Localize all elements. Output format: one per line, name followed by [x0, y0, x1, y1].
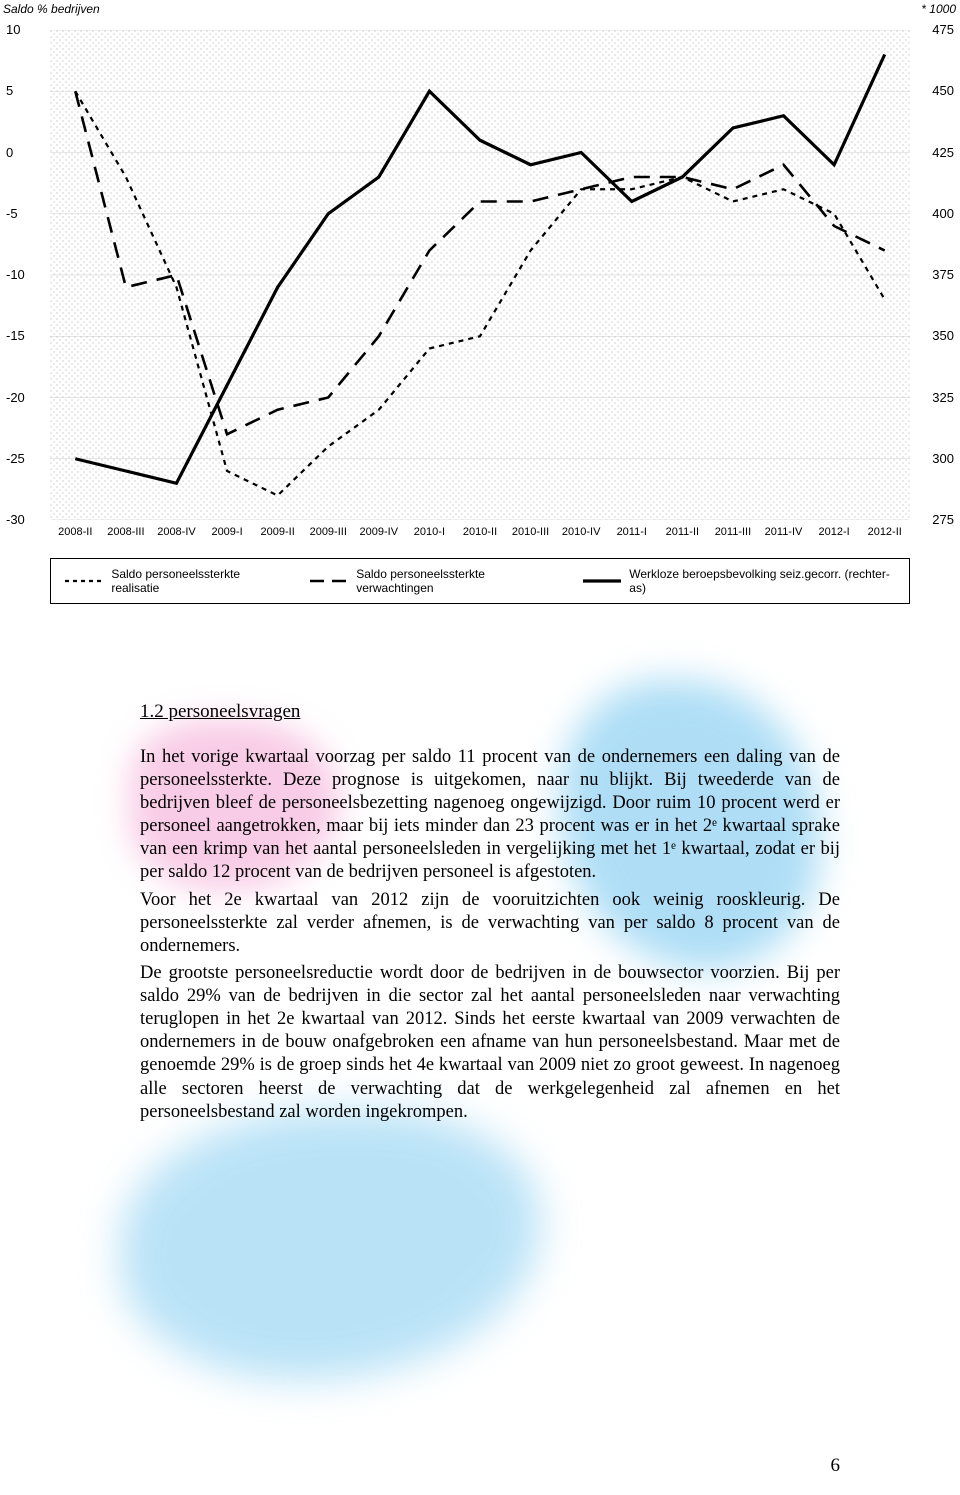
- page-number: 6: [831, 1455, 841, 1477]
- y-left-tick: -25: [6, 451, 46, 466]
- paragraph: In het vorige kwartaal voorzag per saldo…: [140, 746, 840, 885]
- y-left-tick: 10: [6, 22, 46, 37]
- x-tick: 2008-III: [107, 526, 144, 538]
- chart-legend: Saldo personeelssterkte realisatie Saldo…: [50, 558, 910, 604]
- y-left-tick: 5: [6, 83, 46, 98]
- paragraph: Voor het 2e kwartaal van 2012 zijn de vo…: [140, 889, 840, 958]
- blob-blue: [120, 1110, 540, 1380]
- legend-label: Werkloze beroepsbevolking seiz.gecorr. (…: [629, 567, 895, 595]
- x-tick: 2009-IV: [360, 526, 399, 538]
- x-tick: 2008-II: [58, 526, 92, 538]
- y-right-tick: 450: [914, 83, 954, 98]
- legend-item: Saldo personeelssterkte realisatie: [65, 567, 284, 595]
- chart-plot: [50, 30, 910, 520]
- legend-label: Saldo personeelssterkte verwachtingen: [356, 567, 557, 595]
- y-left-tick: -30: [6, 512, 46, 527]
- section-heading: 1.2 personeelsvragen: [140, 700, 840, 724]
- x-tick: 2010-II: [463, 526, 497, 538]
- x-tick: 2011-II: [666, 526, 699, 538]
- y-right-tick: 375: [914, 267, 954, 282]
- x-tick: 2008-IV: [157, 526, 196, 538]
- y-left-tick: -15: [6, 328, 46, 343]
- x-tick: 2010-IV: [562, 526, 601, 538]
- body-text: 1.2 personeelsvragen In het vorige kwart…: [140, 700, 840, 1128]
- x-tick: 2011-III: [715, 526, 752, 538]
- x-tick: 2011-IV: [765, 526, 803, 538]
- paragraph: De grootste personeelsreductie wordt doo…: [140, 962, 840, 1124]
- y-right-tick: 300: [914, 451, 954, 466]
- y-right-tick: 350: [914, 328, 954, 343]
- x-tick: 2011-I: [617, 526, 647, 538]
- y-left-tick: -20: [6, 390, 46, 405]
- y-left-tick: -5: [6, 206, 46, 221]
- x-tick: 2010-I: [414, 526, 445, 538]
- x-tick: 2012-II: [868, 526, 902, 538]
- legend-label: Saldo personeelssterkte realisatie: [111, 567, 284, 595]
- y-right-tick: 475: [914, 22, 954, 37]
- x-tick: 2009-I: [211, 526, 242, 538]
- y-right-tick: 400: [914, 206, 954, 221]
- y-right-tick: 275: [914, 512, 954, 527]
- chart: Saldo % bedrijven * 1000 10 5 0 -5 -10 -15 -20…: [0, 0, 960, 640]
- y-left-axis-title: Saldo % bedrijven: [3, 2, 100, 16]
- x-tick: 2010-III: [512, 526, 549, 538]
- y-right-tick: 425: [914, 145, 954, 160]
- y-left-tick: 0: [6, 145, 46, 160]
- x-tick: 2009-III: [310, 526, 347, 538]
- x-tick: 2012-I: [819, 526, 850, 538]
- y-right-axis-title: * 1000: [921, 2, 956, 16]
- legend-item: Saldo personeelssterkte verwachtingen: [310, 567, 557, 595]
- y-right-tick: 325: [914, 390, 954, 405]
- y-left-tick: -10: [6, 267, 46, 282]
- legend-item: Werkloze beroepsbevolking seiz.gecorr. (…: [583, 567, 895, 595]
- x-tick: 2009-II: [261, 526, 295, 538]
